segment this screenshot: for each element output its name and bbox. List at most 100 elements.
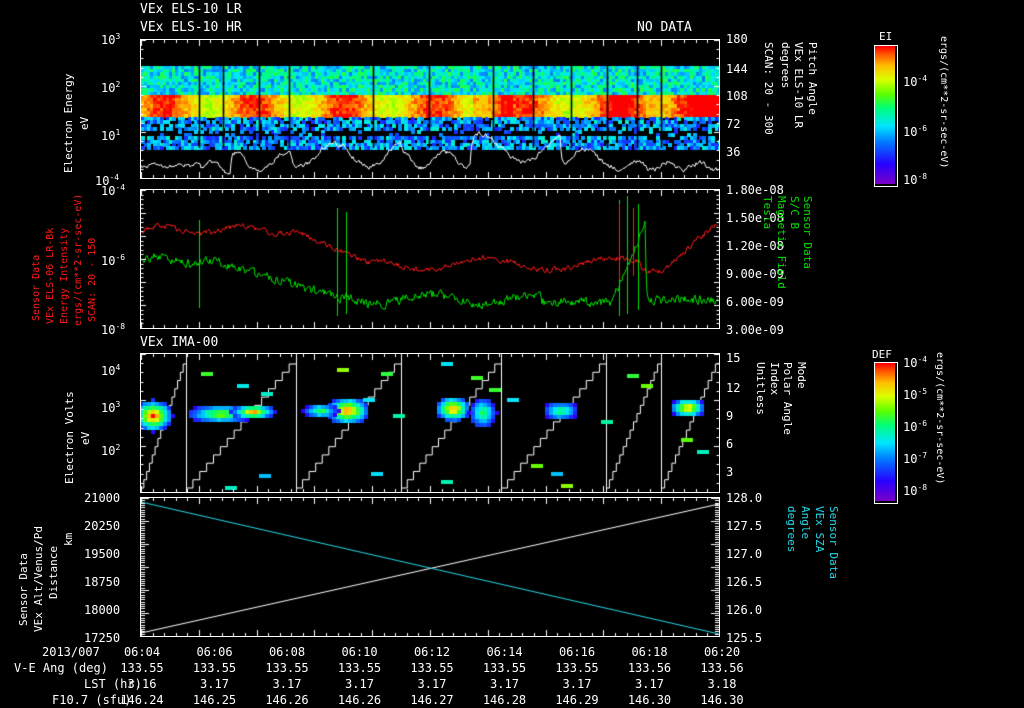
panel4-right-line-1: VEx SZA	[813, 506, 827, 553]
colorbar1-units: ergs/(cm**2-sr-sec-eV)	[938, 36, 949, 169]
table-cell-f107-2: 146.26	[265, 693, 309, 707]
panel2-ytick-1e-8: 10-8	[101, 322, 126, 337]
panel4-right-line-0: Sensor Data	[827, 506, 841, 579]
table-cell-ve_ang-2: 133.55	[265, 661, 309, 675]
panel4-ytick-5: 17250	[84, 631, 121, 645]
panel1-rtick-36: 36	[726, 145, 741, 159]
panel3-right-line-1: Polar Angle	[781, 362, 795, 435]
panel1-rtick-144: 144	[726, 62, 748, 76]
panel2-left-line-4: SCAN: 20 - 150	[87, 237, 98, 322]
panel1-right-axis-scan: SCAN: 20 - 300	[762, 42, 776, 135]
panel3-rtick-6: 6	[726, 437, 734, 451]
table-cell-lst-7: 3.17	[635, 677, 664, 691]
colorbar1-tick-1e-8: 10-8	[903, 172, 928, 187]
table-cell-time-1: 06:06	[196, 645, 233, 659]
colorbar2-tick-1e-6: 10-6	[903, 419, 928, 434]
panel4-left-line-1: VEx Alt/Venus/Pd	[32, 526, 45, 632]
table-cell-ve_ang-3: 133.55	[337, 661, 382, 675]
table-cell-f107-0: 146.24	[120, 693, 164, 707]
panel3-rtick-9: 9	[726, 409, 734, 423]
title-els10-hr: VEx ELS-10 HR	[140, 20, 242, 35]
spectrogram-canvas-panel3	[141, 354, 719, 492]
table-cell-time-0: 06:04	[123, 645, 161, 659]
panel3-left-axis-title: Electron Volts	[63, 391, 76, 484]
panel4-ytick-1: 20250	[84, 519, 121, 533]
panel2-left-line-1: VEx ELS-06 LR-Bk	[45, 227, 56, 324]
panel4-right-line-3: degrees	[785, 506, 799, 553]
panel4-right-line-2: Angle	[799, 506, 813, 540]
table-cell-f107-5: 146.28	[482, 693, 527, 707]
panel3-right-line-3: Unitless	[754, 362, 768, 415]
panel2-left-line-2: Energy Intensity	[59, 227, 70, 324]
panel2-left-line-0: Sensor Data	[31, 254, 42, 321]
panel1-right-axis-title: Pitch Angle	[806, 42, 820, 115]
panel4-ytick-0: 21000	[84, 491, 121, 505]
panel4-ytick-3: 18750	[84, 575, 121, 589]
lineplot-canvas-panel2	[141, 190, 719, 328]
colorbar2-tick-1e-5: 10-5	[903, 387, 928, 402]
panel3-ytick-1e3: 103	[101, 400, 121, 415]
table-cell-time-7: 06:18	[631, 645, 668, 659]
table-cell-time-2: 06:08	[268, 645, 306, 659]
panel-altitude-sza[interactable]	[140, 497, 720, 637]
table-cell-lst-2: 3.17	[272, 677, 302, 691]
bottom-time-table: 2013/007 V-E Ang (deg) LST (hr) F10.7 (sfu)…	[0, 645, 1024, 708]
table-cell-f107-6: 146.29	[555, 693, 599, 707]
panel1-left-axis-title: Electron Energy	[62, 73, 75, 173]
table-row-label-3: F10.7 (sfu)	[52, 693, 132, 707]
table-cell-f107-4: 146.27	[410, 693, 454, 707]
panel1-rtick-72: 72	[726, 117, 741, 131]
spectrogram-canvas-panel1	[141, 40, 719, 178]
panel4-left-line-0: Sensor Data	[17, 553, 30, 626]
panel3-ytick-1e2: 102	[101, 443, 121, 458]
panel4-left-line-2: Distance	[47, 546, 60, 599]
colorbar2-canvas	[875, 363, 895, 501]
title-no-data: NO DATA	[637, 20, 692, 35]
panel2-left-line-3: ergs/(cm**2-sr-sec-eV)	[73, 193, 84, 326]
panel-energy-intensity-magnetic-field[interactable]	[140, 189, 720, 329]
table-cell-time-5: 06:14	[486, 645, 523, 659]
panel-electron-energy-spectrogram[interactable]	[140, 39, 720, 179]
panel2-rtick-0: 1.80e-08	[726, 183, 784, 197]
colorbar2-label: DEF	[872, 348, 892, 361]
panel3-rtick-12: 12	[726, 381, 741, 395]
table-cell-lst-5: 3.17	[490, 677, 519, 691]
table-cell-time-4: 06:12	[413, 645, 451, 659]
colorbar2	[874, 362, 898, 504]
panel1-left-axis-units: eV	[78, 116, 91, 130]
panel1-ytick-1e-4: 10-4	[95, 173, 120, 188]
table-cell-time-6: 06:16	[558, 645, 596, 659]
panel3-ytick-1e4: 104	[101, 363, 121, 378]
panel4-rtick-4: 126.0	[726, 603, 763, 617]
panel1-rtick-108: 108	[726, 89, 748, 103]
panel4-rtick-5: 125.5	[726, 631, 763, 645]
table-row-label-1: V-E Ang (deg)	[14, 661, 108, 675]
panel2-ytick-1e-4: 10-4	[101, 183, 126, 198]
panel3-right-line-0: Mode	[795, 362, 809, 389]
table-cell-ve_ang-4: 133.55	[410, 661, 454, 675]
table-cell-ve_ang-1: 133.55	[192, 661, 237, 675]
panel3-left-axis-units: eV	[79, 431, 92, 445]
panel4-ytick-2: 19500	[84, 547, 121, 561]
title-ima-00: VEx IMA-00	[140, 335, 219, 350]
panel2-rtick-2: 1.20e-08	[726, 239, 784, 253]
panel3-rtick-15: 15	[726, 351, 741, 365]
panel1-right-axis-subtitle: VEx ELS-10 LR	[792, 42, 806, 129]
panel2-rtick-3: 9.00e-09	[726, 267, 784, 281]
panel-ima-polar-angle-spectrogram[interactable]	[140, 353, 720, 493]
table-cell-time-3: 06:10	[341, 645, 378, 659]
panel2-rtick-5: 3.00e-09	[726, 323, 784, 337]
panel4-rtick-0: 128.0	[726, 491, 763, 505]
panel4-rtick-1: 127.5	[726, 519, 763, 533]
panel3-right-line-2: Index	[768, 362, 782, 396]
panel2-rtick-1: 1.50e-08	[726, 211, 784, 225]
title-els10-lr: VEx ELS-10 LR	[140, 2, 242, 17]
panel4-rtick-3: 126.5	[726, 575, 763, 589]
table-cell-ve_ang-7: 133.56	[627, 661, 672, 675]
panel1-ytick-10: 101	[101, 128, 121, 143]
table-row-label-0: 2013/007	[42, 645, 100, 659]
panel3-rtick-3: 3	[726, 465, 734, 479]
table-cell-lst-4: 3.17	[417, 677, 447, 691]
table-cell-f107-3: 146.26	[337, 693, 382, 707]
table-cell-f107-1: 146.25	[192, 693, 237, 707]
